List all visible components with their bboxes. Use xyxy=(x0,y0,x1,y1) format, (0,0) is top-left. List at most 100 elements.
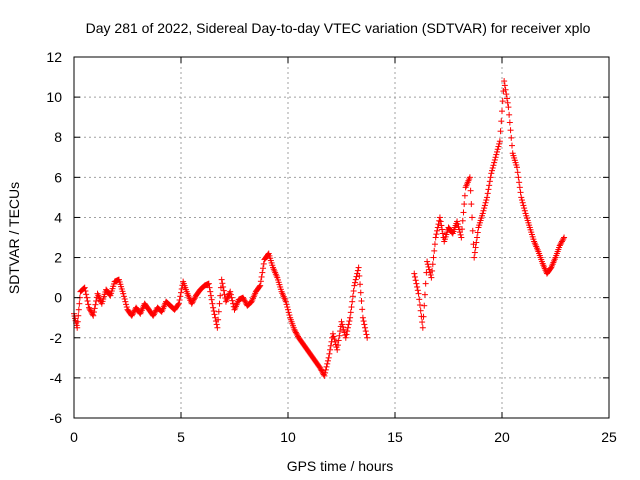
data-point xyxy=(454,218,461,225)
data-point xyxy=(128,312,135,319)
data-point xyxy=(354,267,361,274)
data-point xyxy=(121,296,128,303)
data-point xyxy=(560,235,567,242)
data-point xyxy=(240,294,247,301)
data-point xyxy=(508,134,515,141)
data-point xyxy=(83,294,90,301)
data-point xyxy=(220,287,227,294)
data-point xyxy=(501,78,508,85)
data-point xyxy=(449,229,456,236)
data-point xyxy=(518,194,525,201)
data-point xyxy=(434,224,441,231)
data-point xyxy=(80,285,87,292)
data-point xyxy=(421,291,428,298)
data-point xyxy=(519,199,526,206)
data-point xyxy=(92,301,99,308)
x-tick-label: 15 xyxy=(387,429,403,445)
data-point xyxy=(547,265,554,272)
data-point xyxy=(472,244,479,251)
data-point xyxy=(74,318,81,325)
data-point xyxy=(334,342,341,349)
data-point xyxy=(351,282,358,289)
data-point xyxy=(347,314,354,321)
x-tick-label: 5 xyxy=(177,429,185,445)
data-point xyxy=(218,276,225,283)
x-tick-label: 10 xyxy=(280,429,296,445)
data-point xyxy=(361,321,368,328)
data-point xyxy=(215,308,222,315)
data-point xyxy=(283,301,290,308)
data-point xyxy=(427,271,434,278)
y-tick-label: 0 xyxy=(54,290,62,306)
data-point xyxy=(325,354,332,361)
data-point xyxy=(417,307,424,314)
data-point xyxy=(434,227,441,234)
data-point xyxy=(489,164,496,171)
data-point xyxy=(342,334,349,341)
axis-ticks: 0 5 10 15 20 25 -6 -4 -2 0 2 4 6 8 10 12 xyxy=(46,49,617,445)
data-point xyxy=(257,282,264,289)
data-point xyxy=(120,290,127,297)
data-point xyxy=(430,254,437,261)
data-point xyxy=(208,296,215,303)
plot-frame xyxy=(73,56,610,419)
data-point xyxy=(241,297,248,304)
data-point xyxy=(326,350,333,357)
data-point xyxy=(411,273,418,280)
data-point xyxy=(291,326,298,333)
data-point xyxy=(362,328,369,335)
data-point xyxy=(498,118,505,125)
data-point xyxy=(497,128,504,135)
data-point xyxy=(431,241,438,248)
data-point xyxy=(206,284,213,291)
data-point xyxy=(327,346,334,353)
chart-title: Day 281 of 2022, Sidereal Day-to-day VTE… xyxy=(86,20,591,36)
data-point xyxy=(416,296,423,303)
data-point xyxy=(82,287,89,294)
data-point xyxy=(188,300,195,307)
data-point xyxy=(348,304,355,311)
data-point xyxy=(324,360,331,367)
data-point xyxy=(178,285,185,292)
data-point xyxy=(217,292,224,299)
data-point xyxy=(260,265,267,272)
data-point xyxy=(460,209,467,216)
data-point xyxy=(483,197,490,204)
data-point xyxy=(74,324,81,331)
data-point xyxy=(85,301,92,308)
data-point xyxy=(91,305,98,312)
data-point xyxy=(469,214,476,221)
y-tick-label: 6 xyxy=(54,169,62,185)
data-point xyxy=(436,214,443,221)
data-point xyxy=(123,304,130,311)
data-point xyxy=(513,164,520,171)
data-point xyxy=(482,199,489,206)
data-point xyxy=(282,298,289,305)
data-point xyxy=(150,312,157,319)
data-point xyxy=(213,321,220,328)
data-point xyxy=(517,189,524,196)
data-point xyxy=(515,174,522,181)
data-point xyxy=(336,332,343,339)
data-point xyxy=(205,280,212,287)
data-point xyxy=(319,368,326,375)
data-point xyxy=(324,357,331,364)
data-point xyxy=(122,298,129,305)
data-point xyxy=(414,283,421,290)
data-point xyxy=(559,237,566,244)
data-point xyxy=(454,221,461,228)
data-point xyxy=(433,231,440,238)
data-point xyxy=(466,174,473,181)
data-point xyxy=(340,326,347,333)
x-tick-label: 20 xyxy=(494,429,510,445)
data-point xyxy=(481,202,488,209)
data-point xyxy=(349,298,356,305)
data-point xyxy=(484,194,491,201)
data-point xyxy=(332,338,339,345)
y-tick-label: 2 xyxy=(54,250,62,266)
data-point xyxy=(84,298,91,305)
data-point xyxy=(350,287,357,294)
data-point xyxy=(257,278,264,285)
y-tick-label: 10 xyxy=(46,89,62,105)
y-tick-label: 4 xyxy=(54,209,62,225)
